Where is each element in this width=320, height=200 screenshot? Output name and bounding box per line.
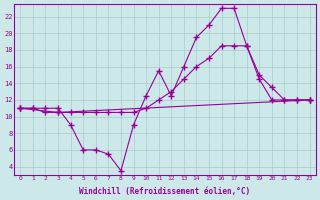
X-axis label: Windchill (Refroidissement éolien,°C): Windchill (Refroidissement éolien,°C) (79, 187, 251, 196)
